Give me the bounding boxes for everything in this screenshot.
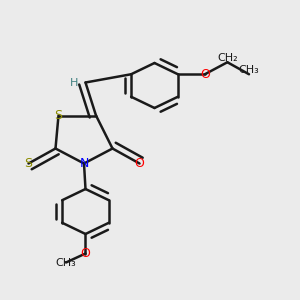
Text: CH₂: CH₂ xyxy=(217,53,238,63)
Text: N: N xyxy=(79,157,89,170)
Text: H: H xyxy=(70,77,78,88)
Text: O: O xyxy=(135,157,144,170)
Text: CH₃: CH₃ xyxy=(56,257,76,268)
Text: S: S xyxy=(25,157,32,170)
Text: O: O xyxy=(81,247,90,260)
Text: O: O xyxy=(200,68,210,81)
Text: CH₃: CH₃ xyxy=(238,65,260,75)
Text: S: S xyxy=(55,109,62,122)
